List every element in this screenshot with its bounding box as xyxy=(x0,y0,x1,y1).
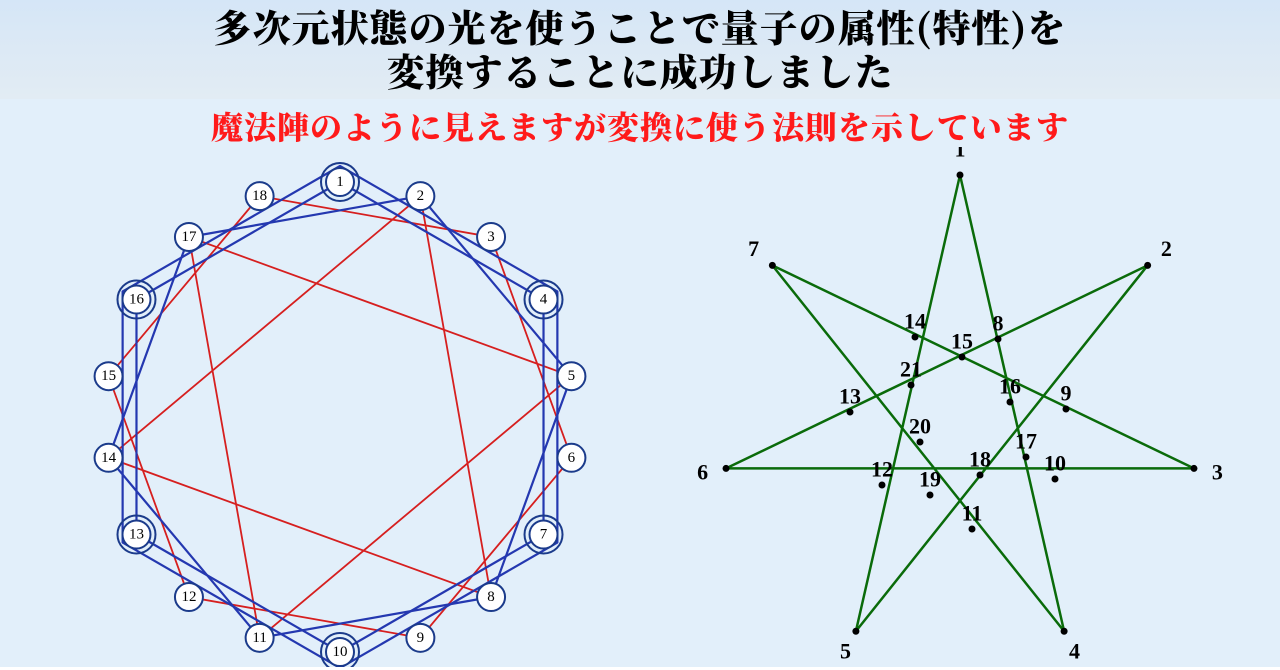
svg-text:19: 19 xyxy=(919,467,941,492)
heptagram-diagram: 123456789101112131415161718192021 xyxy=(660,147,1280,667)
svg-text:2: 2 xyxy=(417,189,425,205)
svg-text:7: 7 xyxy=(748,236,759,261)
svg-text:14: 14 xyxy=(101,450,117,466)
svg-text:4: 4 xyxy=(540,292,548,308)
svg-text:18: 18 xyxy=(969,447,991,472)
svg-text:2: 2 xyxy=(1161,236,1172,261)
svg-text:12: 12 xyxy=(871,457,893,482)
page-title: 多次元状態の光を使うことで量子の属性(特性)を 変換することに成功しました xyxy=(0,4,1280,91)
svg-text:8: 8 xyxy=(487,589,495,605)
svg-text:9: 9 xyxy=(417,630,425,646)
svg-text:3: 3 xyxy=(487,229,495,245)
svg-text:17: 17 xyxy=(181,229,197,245)
svg-text:6: 6 xyxy=(568,450,576,466)
svg-text:9: 9 xyxy=(1061,381,1072,406)
svg-text:13: 13 xyxy=(839,384,861,409)
svg-text:16: 16 xyxy=(999,374,1021,399)
body-area: 魔法陣のように見えますが変換に使う法則を示しています 1234567891011… xyxy=(0,99,1280,667)
heptagram-panel: 123456789101112131415161718192021 xyxy=(660,147,1280,667)
hexagon-panel: 123456789101112131415161718 xyxy=(0,147,660,667)
svg-text:7: 7 xyxy=(540,527,548,543)
subtitle: 魔法陣のように見えますが変換に使う法則を示しています xyxy=(0,99,1280,149)
svg-text:6: 6 xyxy=(697,460,708,485)
hexagon-diagram: 123456789101112131415161718 xyxy=(0,147,660,667)
svg-text:16: 16 xyxy=(129,292,145,308)
svg-text:10: 10 xyxy=(333,644,348,660)
svg-text:14: 14 xyxy=(904,309,926,334)
diagram-row: 123456789101112131415161718 123456789101… xyxy=(0,147,1280,667)
svg-text:11: 11 xyxy=(962,501,983,526)
svg-text:20: 20 xyxy=(909,414,931,439)
svg-text:1: 1 xyxy=(955,147,966,162)
svg-text:13: 13 xyxy=(129,527,144,543)
svg-text:10: 10 xyxy=(1044,451,1066,476)
title-line-2: 変換することに成功しました xyxy=(386,42,893,97)
svg-text:17: 17 xyxy=(1015,429,1037,454)
svg-text:1: 1 xyxy=(336,174,344,190)
svg-text:5: 5 xyxy=(840,639,851,664)
svg-text:21: 21 xyxy=(900,357,922,382)
header-banner: 多次元状態の光を使うことで量子の属性(特性)を 変換することに成功しました xyxy=(0,0,1280,99)
svg-text:12: 12 xyxy=(181,589,196,605)
svg-text:15: 15 xyxy=(951,329,973,354)
svg-text:8: 8 xyxy=(993,311,1004,336)
svg-text:15: 15 xyxy=(101,369,116,385)
svg-text:18: 18 xyxy=(252,189,267,205)
svg-text:3: 3 xyxy=(1212,460,1223,485)
svg-text:5: 5 xyxy=(568,369,576,385)
svg-text:4: 4 xyxy=(1069,639,1080,664)
svg-text:11: 11 xyxy=(252,630,266,646)
